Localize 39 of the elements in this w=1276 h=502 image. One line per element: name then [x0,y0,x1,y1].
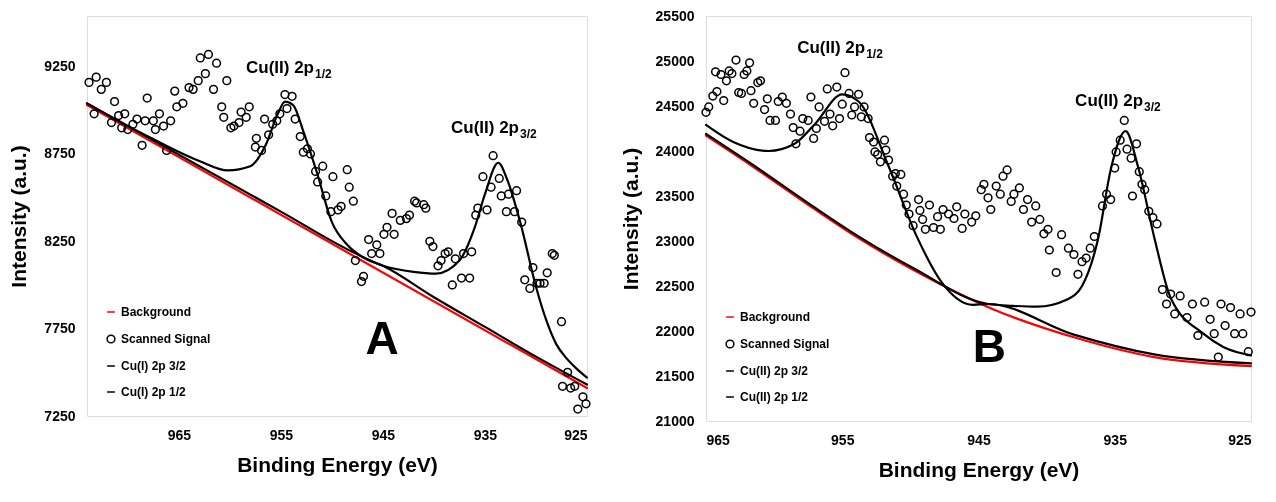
legend-label: Background [740,310,811,324]
y-tick-label: 9250 [44,58,76,75]
annotation: A [365,312,399,364]
legend-label: Cu(I) 2p 3/2 [121,359,186,373]
x-tick-label: 935 [1103,431,1128,448]
y-tick-label: 7750 [44,320,76,337]
x-tick-label: 955 [269,426,294,443]
legend-label: Scanned Signal [740,337,830,351]
y-tick-label: 8250 [44,232,76,249]
y-tick-label: 21500 [655,367,695,384]
legend-label: Scanned Signal [121,332,211,346]
x-axis-title: Binding Energy (eV) [237,452,438,476]
y-tick-label: 23000 [655,232,695,249]
y-tick-label: 7250 [44,407,76,424]
y-tick-label: 8750 [44,145,76,162]
annotation: B [972,320,1007,373]
y-tick-label: 25000 [655,52,695,69]
y-tick-label: 25500 [655,7,695,24]
y-tick-label: 22000 [655,322,695,339]
legend-label: Cu(II) 2p 3/2 [740,364,809,378]
y-tick-label: 24000 [655,142,695,159]
x-axis-title: Binding Energy (eV) [878,457,1080,481]
x-tick-label: 945 [371,426,396,443]
y-tick-label: 22500 [655,277,695,294]
x-tick-label: 935 [473,426,498,443]
x-tick-label: 925 [1228,431,1252,448]
legend-label: Background [121,305,192,319]
y-axis-title: Intensity (a.u.) [618,147,642,291]
x-tick-label: 965 [167,426,192,443]
y-tick-label: 21000 [655,412,695,429]
legend-label: Cu(II) 2p 1/2 [740,390,809,404]
x-tick-label: 965 [706,431,731,448]
x-tick-label: 955 [831,431,855,448]
y-tick-label: 24500 [655,97,695,114]
y-tick-label: 23500 [655,187,695,204]
x-tick-label: 925 [564,426,588,443]
y-axis-title: Intensity (a.u.) [7,145,31,288]
legend-label: Cu(I) 2p 1/2 [121,385,186,399]
x-tick-label: 945 [967,431,991,448]
